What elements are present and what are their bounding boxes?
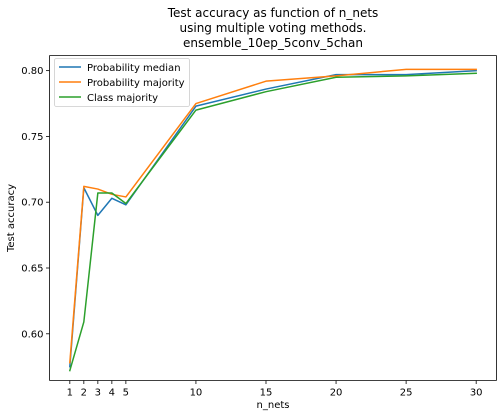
chart-title: Test accuracy as function of n_nets usin…: [167, 6, 379, 50]
legend-label-class-majority: Class majority: [87, 93, 158, 104]
legend-label-probability-majority: Probability majority: [87, 78, 185, 89]
plot-area: [49, 55, 497, 381]
y-axis-ticks: 0.60 0.65 0.70 0.75 0.80: [21, 66, 50, 340]
chart-title-line-1: Test accuracy as function of n_nets: [167, 6, 379, 20]
x-tick-label: 30: [470, 388, 483, 399]
series-line-probability-median: [69, 69, 477, 368]
y-tick-label: 0.70: [21, 198, 43, 209]
x-tick-label: 1: [67, 388, 73, 399]
y-axis-label: Test accuracy: [6, 184, 17, 253]
x-tick-label: 25: [400, 388, 413, 399]
plot-frame: [49, 55, 497, 381]
chart-title-line-3: ensemble_10ep_5conv_5chan: [183, 36, 363, 50]
x-tick-label: 5: [123, 388, 129, 399]
y-tick-label: 0.65: [21, 264, 43, 275]
x-axis-ticks: 1 2 3 4 5 10 15 20 25 30: [67, 380, 483, 399]
legend-box: [54, 58, 190, 107]
x-tick-label: 3: [95, 388, 101, 399]
x-tick-label: 2: [81, 388, 87, 399]
series-layer: [68, 68, 477, 372]
x-tick-label: 4: [109, 388, 115, 399]
chart-title-line-2: using multiple voting methods.: [180, 21, 367, 35]
legend-label-probability-median: Probability median: [87, 63, 181, 74]
series-line-probability-majority: [69, 68, 477, 364]
series-line-class-majority: [68, 72, 477, 372]
x-tick-label: 20: [330, 388, 343, 399]
x-tick-label: 10: [190, 388, 203, 399]
y-tick-label: 0.60: [21, 329, 43, 340]
y-tick-label: 0.75: [21, 132, 43, 143]
legend: Probability median Probability majority …: [54, 58, 190, 107]
y-tick-label: 0.80: [21, 66, 43, 77]
x-tick-label: 15: [260, 388, 273, 399]
x-axis-label: n_nets: [257, 400, 290, 411]
